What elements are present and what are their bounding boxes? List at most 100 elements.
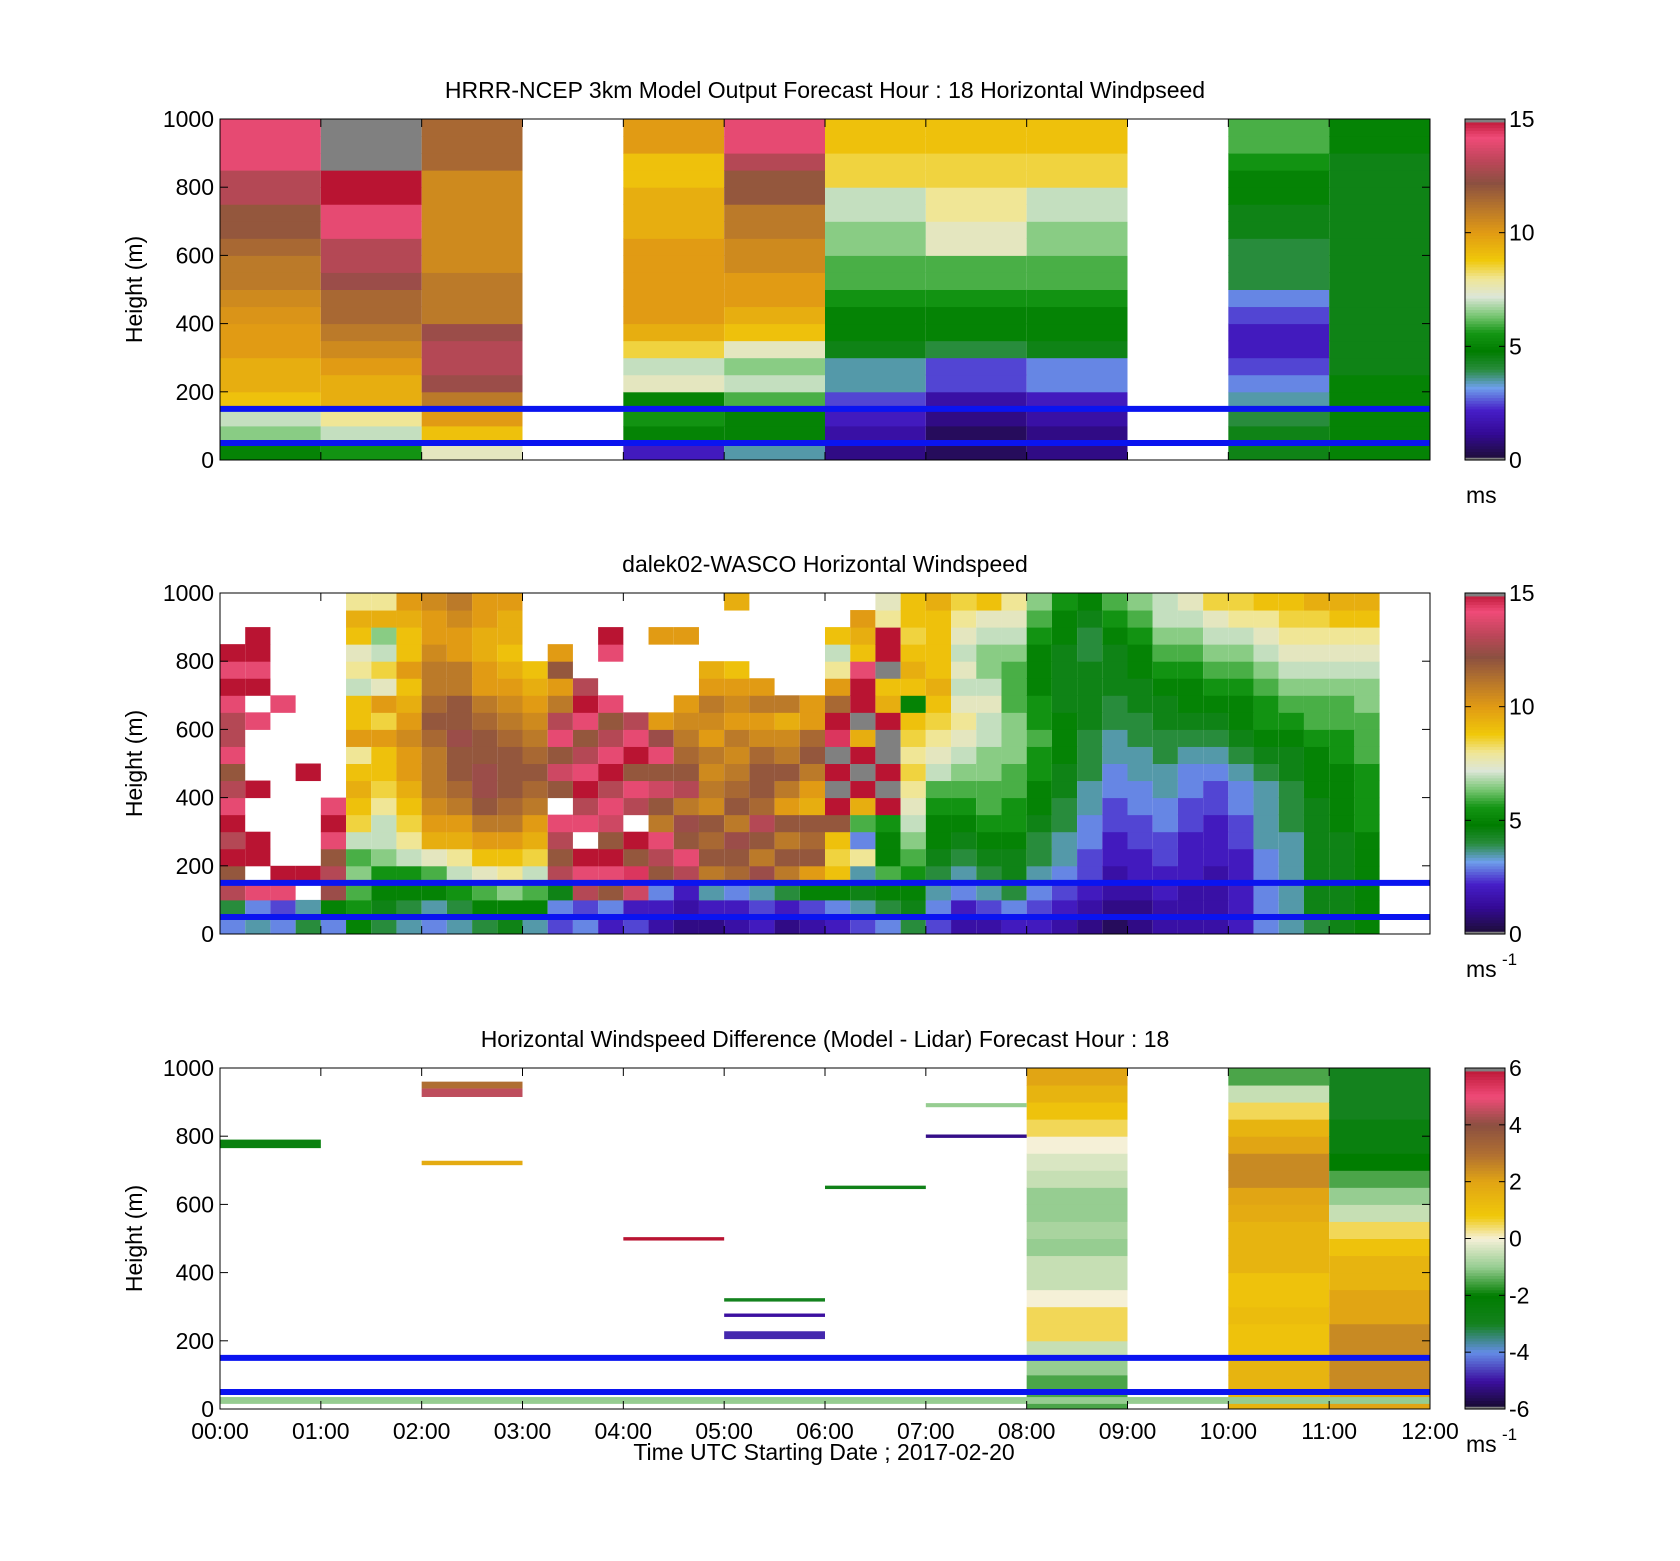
heatmap-cell xyxy=(598,712,624,730)
heatmap-cell xyxy=(371,899,397,918)
heatmap-cell xyxy=(1026,899,1052,918)
heatmap-cell xyxy=(1228,323,1330,342)
heatmap-cell xyxy=(1026,1357,1128,1376)
heatmap-cell xyxy=(875,797,901,816)
colorbar-tick-label: -4 xyxy=(1509,1339,1530,1365)
heatmap-cell xyxy=(648,729,674,747)
heatmap-cell xyxy=(1329,1187,1430,1205)
heatmap-cell xyxy=(547,644,573,662)
heatmap-cell xyxy=(825,425,926,444)
colorbar-swatch xyxy=(1465,709,1505,713)
heatmap-cell xyxy=(825,357,926,376)
heatmap-cell xyxy=(799,831,825,850)
colorbar-swatch xyxy=(1465,689,1505,694)
heatmap-cell xyxy=(749,729,775,747)
heatmap-cell xyxy=(522,899,548,918)
colorbar-swatch xyxy=(1465,448,1505,453)
heatmap-cell xyxy=(749,916,775,935)
heatmap-cell xyxy=(1253,882,1279,901)
heatmap-cell xyxy=(497,644,523,662)
heatmap-cell xyxy=(925,238,1027,256)
heatmap-cell xyxy=(623,357,725,376)
heatmap-cell xyxy=(1177,627,1204,645)
heatmap-cell xyxy=(1026,153,1128,171)
heatmap-cell xyxy=(1102,627,1128,645)
heatmap-cell xyxy=(320,119,422,137)
heatmap-cell xyxy=(1177,729,1204,747)
colorbar-swatch xyxy=(1465,1389,1505,1393)
heatmap-cell xyxy=(850,865,876,884)
heatmap-cell xyxy=(1329,1289,1430,1308)
heatmap-cell xyxy=(1026,729,1052,747)
colorbar-swatch xyxy=(1465,877,1505,881)
panel-title: Horizontal Windspeed Difference (Model -… xyxy=(481,1026,1170,1052)
heatmap-cell xyxy=(421,712,447,730)
x-tick-label: 00:00 xyxy=(191,1418,249,1444)
heatmap-cell xyxy=(446,712,473,730)
colorbar-swatch xyxy=(1465,1087,1505,1092)
heatmap-cell xyxy=(572,865,599,884)
heatmap-cell xyxy=(1303,661,1330,679)
heatmap-cell xyxy=(497,814,523,833)
colorbar-swatch xyxy=(1465,624,1505,628)
heatmap-cell xyxy=(825,678,851,696)
colorbar-swatch xyxy=(1465,1221,1505,1225)
heatmap-cell xyxy=(1152,899,1178,918)
heatmap-cell xyxy=(472,661,498,679)
heatmap-cell xyxy=(850,610,876,628)
heatmap-cell xyxy=(1228,1323,1330,1342)
colorbar-swatch xyxy=(1465,1076,1505,1080)
heatmap-cell xyxy=(1026,170,1128,188)
heatmap-cell xyxy=(522,916,548,935)
heatmap-cell xyxy=(648,746,674,764)
heatmap-cell xyxy=(1303,899,1330,918)
heatmap-cell xyxy=(1001,661,1027,679)
heatmap-cell xyxy=(1152,712,1178,730)
heatmap-cell xyxy=(850,899,876,918)
heatmap-cell xyxy=(1278,729,1304,747)
heatmap-cell xyxy=(1203,763,1229,782)
colorbar-swatch xyxy=(1465,423,1505,427)
heatmap-cell xyxy=(346,593,372,611)
heatmap-cell xyxy=(1203,644,1229,662)
heatmap-cell xyxy=(1329,1204,1430,1222)
heatmap-cell xyxy=(875,661,901,679)
heatmap-cell xyxy=(547,763,573,782)
heatmap-cell xyxy=(421,238,523,256)
heatmap-cell xyxy=(724,204,825,222)
colorbar-swatch xyxy=(1465,317,1505,322)
y-axis-label: Height (m) xyxy=(121,1185,147,1292)
colorbar-swatch xyxy=(1465,334,1505,339)
heatmap-cell xyxy=(976,814,1002,833)
heatmap-cell xyxy=(371,865,397,884)
heatmap-cell xyxy=(724,899,750,918)
heatmap-cell xyxy=(245,661,271,679)
colorbar-swatch xyxy=(1465,136,1505,140)
heatmap-cell xyxy=(825,814,851,833)
colorbar-swatch xyxy=(1465,147,1505,151)
heatmap-cell xyxy=(1303,916,1330,935)
heatmap-cell xyxy=(1228,661,1254,679)
colorbar-swatch xyxy=(1465,649,1505,654)
heatmap-cell xyxy=(1102,746,1128,764)
heatmap-cell xyxy=(976,746,1002,764)
colorbar-swatch xyxy=(1465,454,1505,458)
colorbar-swatch xyxy=(1465,369,1505,373)
colorbar-swatch xyxy=(1465,1218,1505,1223)
heatmap-cell xyxy=(446,644,473,662)
heatmap-cell xyxy=(472,610,498,628)
heatmap-cell xyxy=(976,695,1002,713)
heatmap-cell xyxy=(1127,678,1153,696)
heatmap-cell xyxy=(925,306,1027,325)
colorbar-swatch xyxy=(1465,1269,1505,1274)
colorbar-unit-label: ms xyxy=(1466,482,1497,508)
heatmap-cell xyxy=(1077,848,1103,867)
heatmap-cell xyxy=(598,644,624,662)
heatmap-cell xyxy=(1228,408,1330,427)
heatmap-cell xyxy=(724,391,825,410)
heatmap-cell xyxy=(1203,848,1229,867)
heatmap-cell xyxy=(245,678,271,696)
heatmap-cell xyxy=(320,374,422,393)
heatmap-cell xyxy=(799,746,825,764)
heatmap-cell xyxy=(900,712,926,730)
